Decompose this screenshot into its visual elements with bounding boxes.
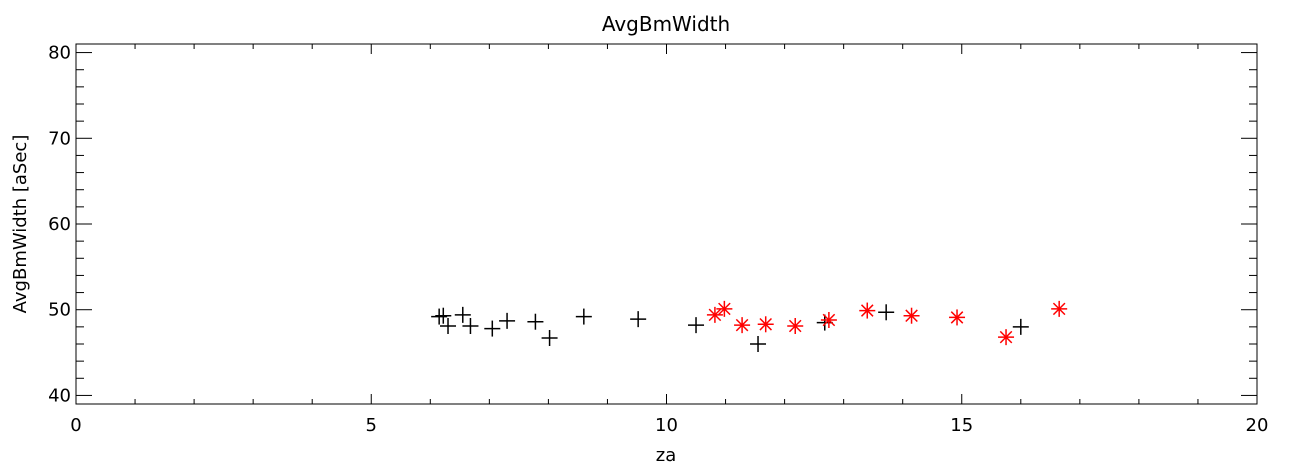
data-point-plus [688,317,705,334]
data-point-plus [630,311,647,328]
data-point-plus [499,312,516,329]
y-tick-label: 50 [48,300,71,321]
plot-frame [75,43,1258,405]
data-point-plus [750,336,767,352]
data-point-plus [816,314,833,331]
x-axis-label: za [656,445,676,466]
data-point-asterisk [820,312,837,328]
x-tick-label: 15 [950,415,973,436]
x-tick-label: 5 [366,415,377,436]
data-point-plus [575,308,592,325]
asterisk-stroke [1052,302,1066,316]
data-point-asterisk [716,300,733,317]
data-point-plus [431,308,448,325]
y-tick-label: 80 [48,43,71,64]
asterisk-stroke [735,318,749,332]
data-point-plus [435,307,452,324]
asterisk-stroke [759,317,772,331]
asterisk-stroke [788,319,802,333]
asterisk-stroke [718,302,731,316]
x-tick-label: 20 [1246,415,1269,436]
data-point-asterisk [998,329,1015,346]
asterisk-stroke [708,308,722,322]
asterisk-stroke [860,304,874,317]
data-point-plus [527,313,544,330]
asterisk-stroke [905,309,918,323]
chart-title: AvgBmWidth [602,12,730,36]
asterisk-stroke [950,311,964,324]
data-point-asterisk [1051,300,1068,317]
y-tick-label: 70 [48,128,71,149]
data-point-plus [1012,318,1029,335]
x-tick-label: 0 [70,415,81,436]
data-point-asterisk [706,306,723,323]
data-point-asterisk [903,307,920,324]
y-axis-label: AvgBmWidth [aSec] [10,135,31,314]
data-marks [431,300,1068,352]
data-point-plus [878,304,895,321]
data-point-asterisk [734,317,751,334]
x-tick-label: 10 [655,415,678,436]
y-tick-label: 40 [48,385,71,406]
data-point-plus [541,330,558,346]
y-tick-label: 60 [48,214,71,235]
data-point-asterisk [949,309,966,326]
data-point-asterisk [859,302,876,319]
plot-axes: 0 5 10 15 20 40 50 60 70 80 [48,43,1268,436]
data-point-asterisk [787,318,804,334]
data-point-plus [454,306,471,323]
data-point-asterisk [757,316,774,333]
data-point-plus [484,320,501,337]
data-point-plus [440,318,457,334]
data-point-plus [462,318,479,334]
asterisk-stroke [999,330,1013,344]
asterisk-stroke [822,313,836,327]
